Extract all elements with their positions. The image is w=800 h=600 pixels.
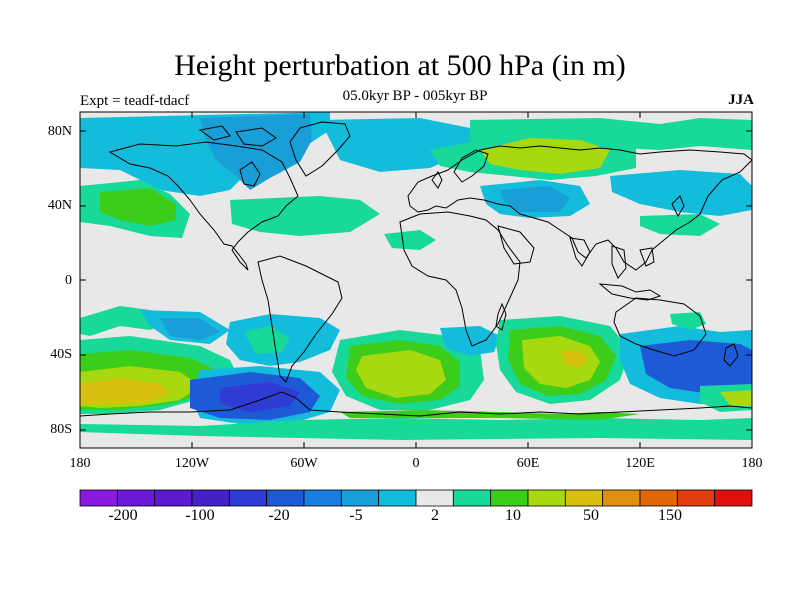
field-region (500, 186, 570, 212)
field-region (610, 170, 752, 216)
colorbar-swatch (303, 489, 342, 507)
colorbar-swatch (191, 489, 230, 507)
axis-ticks (79, 112, 753, 448)
field-region (640, 340, 752, 394)
field-region (562, 350, 588, 368)
lat-label-40n: 40N (47, 198, 72, 213)
field-region (230, 196, 380, 236)
colorbar-label: -100 (185, 507, 215, 524)
field-region (340, 410, 640, 420)
season-label: JJA (728, 92, 754, 108)
lon-label-120w: 120W (174, 456, 210, 471)
lat-label-80n: 80N (47, 124, 72, 139)
colorbar (79, 489, 753, 507)
colorbar-label: 2 (431, 507, 439, 524)
field-region (522, 336, 600, 388)
lon-label-180w: 180 (69, 456, 91, 471)
colorbar-swatch (639, 489, 678, 507)
field-region (320, 118, 470, 172)
colorbar-label: 50 (583, 507, 599, 524)
height-perturbation-field (80, 112, 752, 440)
plot-title: Height perturbation at 500 hPa (in m) (174, 49, 626, 82)
field-region (100, 188, 176, 226)
colorbar-swatch (266, 489, 305, 507)
lon-label-60w: 60W (290, 456, 318, 471)
colorbar-swatch (154, 489, 193, 507)
field-region (244, 326, 290, 354)
colorbar-swatch (564, 489, 604, 507)
lat-label-80s: 80S (50, 422, 72, 437)
colorbar-swatch (79, 489, 118, 507)
field-region (220, 382, 300, 412)
lat-label-0: 0 (65, 273, 72, 288)
colorbar-swatch (378, 489, 417, 507)
lon-label-120e: 120E (625, 456, 655, 471)
field-region (356, 350, 446, 398)
field-region (384, 230, 436, 250)
lon-label-180e: 180 (741, 456, 763, 471)
experiment-label: Expt = teadf-tdacf (80, 93, 190, 109)
colorbar-swatch (452, 489, 492, 507)
field-region (80, 418, 752, 440)
coastlines (80, 121, 752, 417)
period-label: 05.0kyr BP - 005kyr BP (342, 88, 488, 104)
colorbar-swatch (116, 489, 156, 507)
field-region (80, 378, 170, 404)
colorbar-label: 10 (505, 507, 521, 524)
colorbar-label: -5 (349, 507, 363, 524)
colorbar-swatch (676, 489, 716, 507)
colorbar-swatch (527, 489, 566, 507)
field-region (160, 318, 220, 340)
lon-label-60e: 60E (516, 456, 540, 471)
lon-label-0: 0 (412, 456, 420, 471)
colorbar-swatch (340, 489, 380, 507)
colorbar-swatch (228, 489, 268, 507)
colorbar-swatch (490, 489, 529, 507)
colorbar-label: 150 (658, 507, 682, 524)
field-region (670, 312, 706, 330)
field-region (720, 390, 752, 406)
colorbar-swatch (714, 489, 753, 507)
field-region (640, 214, 720, 236)
colorbar-swatch (602, 489, 641, 507)
colorbar-swatch (415, 489, 454, 507)
colorbar-label: -200 (108, 507, 138, 524)
lat-label-40s: 40S (50, 347, 72, 362)
colorbar-label: -20 (268, 507, 290, 524)
